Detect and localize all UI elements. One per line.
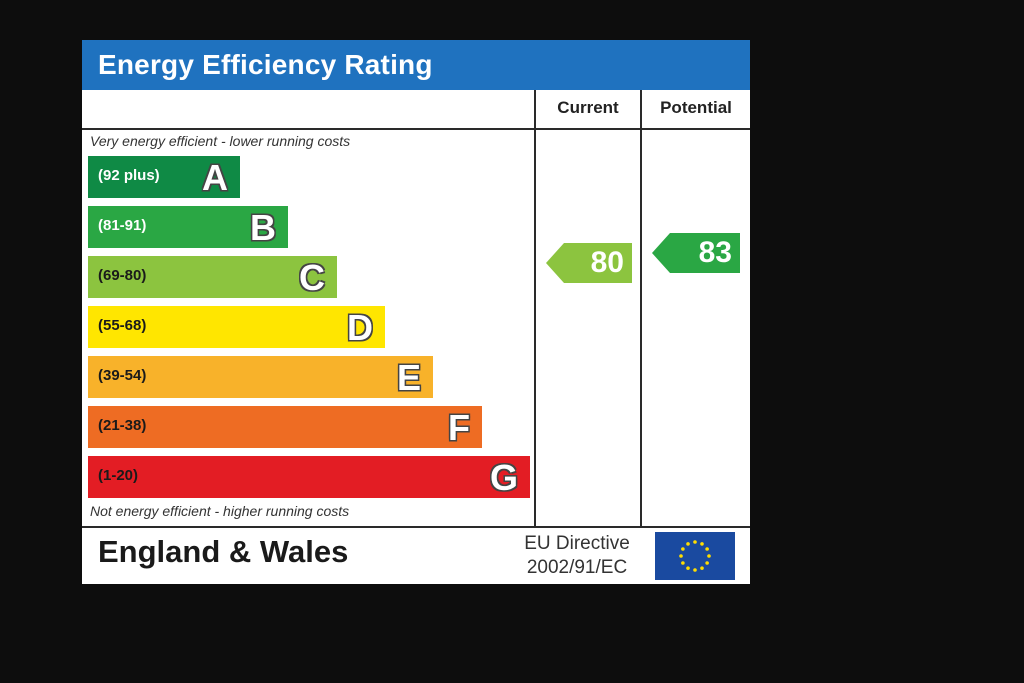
band-e: (39-54) E	[88, 356, 433, 398]
band-letter-label: G	[489, 457, 518, 498]
potential-rating-arrow: 83	[652, 233, 740, 273]
current-rating-value: 80	[590, 246, 624, 279]
column-divider-2	[640, 90, 642, 526]
epc-chart: Energy Efficiency Rating Current Potenti…	[82, 40, 750, 584]
eu-flag-graphic	[655, 532, 735, 580]
chart-title: Energy Efficiency Rating	[98, 49, 433, 80]
band-letter-label: C	[299, 257, 325, 298]
eu-flag-icon	[655, 532, 735, 580]
band-d: (55-68) D	[88, 306, 385, 348]
eu-star-icon	[693, 568, 697, 572]
potential-rating-value: 83	[698, 236, 732, 269]
potential-arrow-shape	[652, 233, 740, 273]
band-range-label: (39-54)	[98, 367, 147, 384]
band-range-label: (55-68)	[98, 317, 147, 334]
column-header-current: Current	[557, 98, 619, 117]
band-g: (1-20) G	[88, 456, 530, 498]
top-note: Very energy efficient - lower running co…	[90, 133, 351, 149]
eu-star-icon	[707, 554, 711, 558]
title-bar: Energy Efficiency Rating	[82, 40, 750, 90]
eu-star-icon	[686, 542, 690, 546]
band-range-label: (69-80)	[98, 267, 147, 284]
band-range-label: (92 plus)	[98, 167, 160, 184]
bottom-note: Not energy efficient - higher running co…	[90, 503, 350, 519]
eu-star-icon	[700, 566, 704, 570]
eu-star-icon	[705, 561, 709, 565]
current-rating-arrow: 80	[546, 243, 632, 283]
column-header-potential: Potential	[660, 98, 732, 117]
band-a: (92 plus) A	[88, 156, 240, 198]
band-c: (69-80) C	[88, 256, 337, 298]
eu-star-icon	[693, 540, 697, 544]
band-letter-label: D	[347, 307, 373, 348]
directive-line-1: EU Directive	[524, 533, 630, 554]
current-arrow-shape	[546, 243, 632, 283]
eu-directive: EU Directive 2002/91/EC	[510, 532, 644, 580]
band-f: (21-38) F	[88, 406, 482, 448]
eu-star-icon	[686, 566, 690, 570]
band-range-label: (1-20)	[98, 467, 139, 484]
eu-star-icon	[681, 547, 685, 551]
band-letter-label: F	[448, 407, 470, 448]
eu-star-icon	[705, 547, 709, 551]
band-letter-label: B	[250, 207, 276, 248]
column-divider-1	[534, 90, 536, 526]
region-label: England & Wales	[98, 534, 349, 569]
band-letter-label: E	[396, 357, 421, 398]
eu-star-icon	[681, 561, 685, 565]
band-letter-label: A	[202, 157, 228, 198]
eu-star-icon	[700, 542, 704, 546]
header-divider	[82, 128, 750, 130]
band-range-label: (21-38)	[98, 417, 147, 434]
current-arrow-polygon	[546, 243, 632, 283]
potential-arrow-polygon	[652, 233, 740, 273]
eu-star-icon	[679, 554, 683, 558]
band-b: (81-91) B	[88, 206, 288, 248]
footer-divider	[82, 526, 750, 528]
band-range-label: (81-91)	[98, 217, 147, 234]
directive-line-2: 2002/91/EC	[526, 557, 628, 578]
